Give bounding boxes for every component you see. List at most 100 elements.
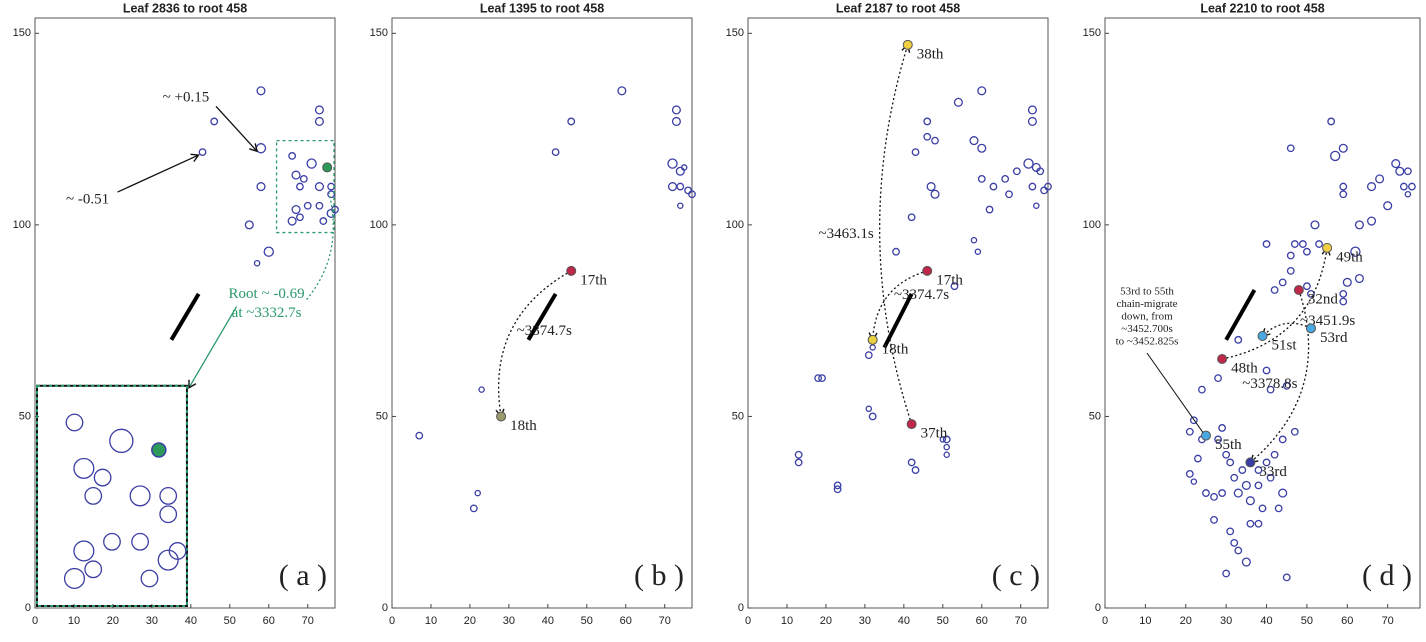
- inset-point: [73, 457, 95, 479]
- point: [676, 182, 685, 191]
- point: [1290, 427, 1299, 436]
- inset-point: [103, 532, 121, 551]
- highlight-label: 17th: [936, 272, 963, 288]
- x-tick-label: 60: [620, 615, 632, 627]
- highlight-label: 18th: [882, 341, 909, 357]
- point: [1189, 416, 1198, 425]
- inset-point: [63, 567, 86, 590]
- highlight-point: [1305, 323, 1316, 334]
- point: [617, 86, 627, 96]
- highlight-label: 37th: [921, 426, 948, 442]
- point: [1254, 466, 1263, 474]
- highlight-label: 51st: [1272, 337, 1298, 353]
- inset-point: [109, 428, 134, 454]
- point: [1404, 190, 1412, 198]
- point: [970, 236, 978, 244]
- point: [1403, 167, 1412, 176]
- point: [1202, 489, 1210, 497]
- note-text: down, from: [1121, 311, 1173, 323]
- x-tick-label: 0: [32, 615, 38, 627]
- segment: [526, 292, 558, 341]
- point: [1222, 450, 1231, 459]
- y-tick-label: 150: [1083, 27, 1101, 39]
- point: [1391, 159, 1401, 169]
- point: [474, 489, 481, 497]
- point: [814, 374, 823, 383]
- point: [1262, 366, 1271, 375]
- plot-frame: [34, 17, 336, 609]
- point: [1290, 240, 1299, 248]
- note-text: to ~3452.825s: [1116, 336, 1179, 348]
- y-tick-label: 100: [1083, 219, 1101, 231]
- point: [1234, 335, 1243, 344]
- point: [939, 436, 947, 443]
- point: [1339, 182, 1348, 191]
- highlight-label: 53rd: [1320, 330, 1348, 346]
- segment: [882, 292, 914, 349]
- point: [1375, 174, 1385, 184]
- point: [953, 97, 963, 107]
- point: [950, 282, 959, 291]
- point: [1027, 116, 1037, 126]
- point: [1303, 247, 1311, 256]
- point: [1012, 167, 1021, 176]
- point: [415, 431, 424, 440]
- point: [667, 158, 678, 169]
- point: [923, 117, 932, 126]
- highlight-label: 38th: [917, 46, 944, 62]
- point: [942, 435, 951, 444]
- point: [1028, 182, 1037, 191]
- inset-point: [131, 532, 149, 551]
- point: [671, 105, 681, 115]
- point: [688, 190, 696, 199]
- note-text: 53rd to 55th: [1120, 286, 1174, 298]
- highlight-point: [1200, 430, 1211, 441]
- inset-frame: [36, 384, 188, 607]
- highlight-label: 49th: [1336, 249, 1363, 265]
- migration-arrow: [879, 43, 913, 425]
- inset-link: [188, 306, 238, 390]
- point: [977, 175, 986, 183]
- highlight-label: 55th: [1215, 437, 1242, 453]
- point: [1278, 488, 1288, 498]
- point: [291, 170, 301, 180]
- x-tick-label: 40: [185, 615, 197, 627]
- x-tick-label: 70: [302, 615, 314, 627]
- x-tick-label: 0: [745, 615, 751, 627]
- point: [1254, 481, 1263, 490]
- point: [244, 220, 254, 230]
- point: [1270, 286, 1279, 294]
- point: [1383, 201, 1393, 211]
- point: [977, 143, 987, 153]
- point: [1238, 466, 1247, 474]
- panel: Leaf 1395 to root 458 0 10 20 30 40 50 60 70 0 50 1…: [370, 1, 696, 627]
- x-tick-label: 10: [1139, 615, 1151, 627]
- highlight-point: [566, 265, 577, 276]
- point: [288, 152, 297, 160]
- point: [833, 481, 842, 490]
- point: [677, 202, 684, 209]
- point: [1230, 538, 1239, 547]
- point: [1286, 251, 1295, 260]
- point: [1040, 186, 1049, 195]
- inset-highlight: [151, 442, 167, 458]
- point: [1303, 282, 1311, 291]
- point: [977, 86, 987, 96]
- point: [1031, 162, 1041, 172]
- point: [210, 117, 219, 126]
- highlight-point: [1322, 242, 1333, 253]
- x-tick-label: 50: [224, 615, 236, 627]
- point: [306, 158, 317, 169]
- y-tick-label: 50: [732, 410, 744, 422]
- point: [969, 136, 979, 146]
- point: [1033, 202, 1040, 209]
- point: [314, 182, 324, 192]
- point: [1234, 546, 1243, 555]
- point: [671, 116, 681, 126]
- point: [943, 443, 950, 451]
- inset-point: [159, 486, 178, 505]
- note-pointer: [1146, 352, 1204, 433]
- point: [1408, 182, 1416, 191]
- x-tick-label: 60: [1341, 615, 1353, 627]
- highlight-point: [1217, 353, 1228, 364]
